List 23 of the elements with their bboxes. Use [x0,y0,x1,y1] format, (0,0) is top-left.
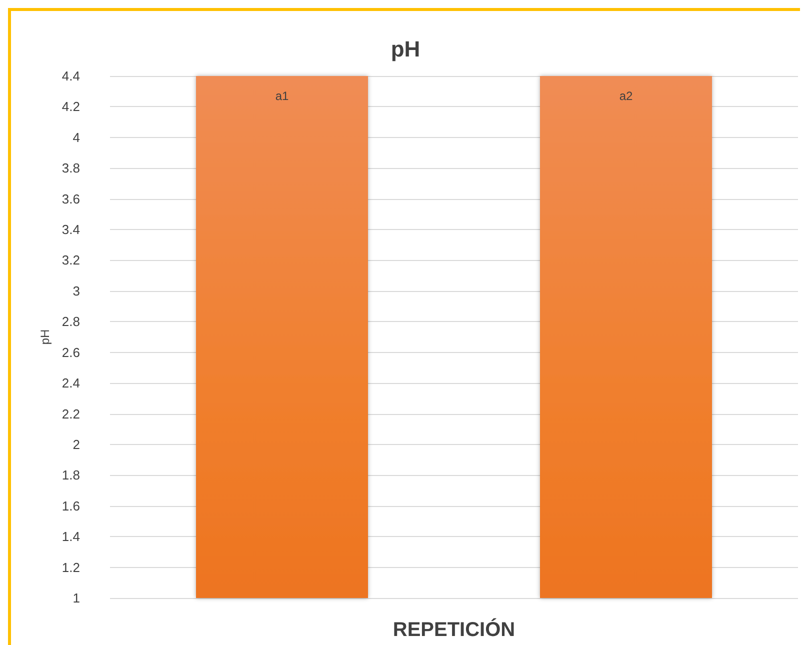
y-tick-label: 3 [72,283,80,298]
data-label: a2 [619,89,633,103]
y-tick-label: 1.2 [62,560,80,575]
y-tick-label: 1.4 [62,529,80,544]
y-tick-label: 4.2 [62,99,80,114]
y-tick-label: 2.4 [62,376,80,391]
y-tick-label: 3.8 [62,160,80,176]
y-tick-label: 1.6 [62,498,80,514]
y-tick-label: 2.6 [62,344,80,360]
chart-title: pH [390,36,420,62]
x-axis-title: REPETICIÓN [392,618,516,641]
y-tick-label: 4.4 [62,68,80,84]
y-tick-label: 3.2 [62,252,80,268]
y-tick-label: 2.8 [62,314,80,330]
data-label: a1 [275,89,289,103]
y-tick-label: 3.6 [62,191,80,206]
y-tick-label: 1.8 [62,468,80,483]
y-tick-label: 3.4 [62,222,80,238]
y-tick-label: 4 [72,130,80,145]
y-axis-title: pH [38,329,52,345]
y-tick-label: 2 [72,436,80,452]
y-tick-label: 1 [72,590,80,606]
y-tick-label: 2.2 [62,406,80,422]
